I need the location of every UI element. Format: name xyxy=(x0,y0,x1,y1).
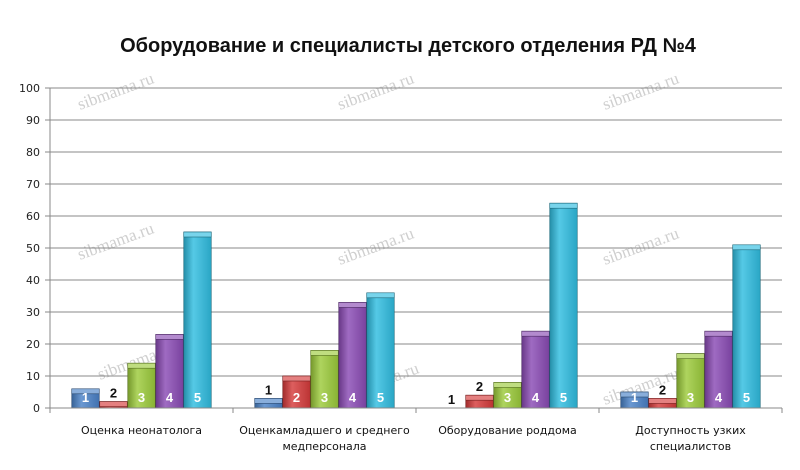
data-label: 1 xyxy=(82,390,89,405)
bar xyxy=(282,375,311,409)
bar xyxy=(99,401,128,409)
data-label: 3 xyxy=(138,390,145,405)
y-tick-label: 30 xyxy=(26,306,40,319)
x-category-label: Оценкамладшего и среднего медперсонала xyxy=(239,424,410,453)
y-tick-label: 90 xyxy=(26,114,40,127)
data-label: 2 xyxy=(659,382,666,397)
data-label: 5 xyxy=(377,390,384,405)
bars xyxy=(71,202,761,409)
x-category-label: Доступность узких специалистов xyxy=(635,424,746,453)
x-category-label: Оборудование роддома xyxy=(438,424,577,437)
bar xyxy=(549,202,578,409)
data-label: 1 xyxy=(631,390,638,405)
bar xyxy=(620,391,649,409)
data-label: 5 xyxy=(743,390,750,405)
y-tick-label: 60 xyxy=(26,210,40,223)
watermark-text: sibmama.ru xyxy=(335,68,417,113)
bar xyxy=(310,350,339,409)
bar xyxy=(254,398,283,409)
y-tick-label: 0 xyxy=(33,402,40,415)
data-label: 3 xyxy=(504,390,511,405)
axes: 0 10 20 30 40 50 60 70 80 90 100 Оценка неонатолога… xyxy=(19,82,783,453)
data-label: 4 xyxy=(715,390,723,405)
bar xyxy=(155,334,184,409)
y-tick-label: 100 xyxy=(19,82,40,95)
data-label: 4 xyxy=(349,390,357,405)
data-label: 1 xyxy=(448,392,455,407)
bar xyxy=(648,398,677,409)
bar xyxy=(521,330,550,409)
bar xyxy=(366,292,395,409)
bar xyxy=(465,394,494,409)
bar xyxy=(127,362,156,409)
bar xyxy=(676,353,705,409)
x-category-label: Оценка неонатолога xyxy=(81,424,202,437)
watermark-text: sibmama.ru xyxy=(75,218,157,263)
y-tick-label: 10 xyxy=(26,370,40,383)
bar xyxy=(493,382,522,409)
data-label: 2 xyxy=(476,379,483,394)
chart-title: Оборудование и специалисты детского отде… xyxy=(120,35,697,57)
y-tick-label: 80 xyxy=(26,146,40,159)
y-tick-label: 70 xyxy=(26,178,40,191)
data-label: 5 xyxy=(194,390,201,405)
bar xyxy=(704,330,733,409)
data-labels: 1 2 3 4 5 1 2 3 4 5 1 2 3 4 5 1 2 3 4 5 xyxy=(82,379,750,407)
bar xyxy=(183,231,212,409)
watermark-text: sibmama.ru xyxy=(600,223,682,268)
watermark-text: sibmama.ru xyxy=(335,223,417,268)
y-tick-label: 50 xyxy=(26,242,40,255)
y-tick-label: 40 xyxy=(26,274,40,287)
bar xyxy=(732,244,761,409)
data-label: 3 xyxy=(687,390,694,405)
data-label: 3 xyxy=(321,390,328,405)
gridlines xyxy=(50,87,782,409)
data-label: 2 xyxy=(110,386,117,401)
data-label: 4 xyxy=(166,390,174,405)
watermark-text: sibmama.ru xyxy=(600,68,682,113)
y-tick-label: 20 xyxy=(26,338,40,351)
data-label: 4 xyxy=(532,390,540,405)
watermark-text: sibmama.ru xyxy=(75,68,157,113)
data-label: 1 xyxy=(265,382,272,397)
data-label: 5 xyxy=(560,390,567,405)
data-label: 2 xyxy=(293,390,300,405)
